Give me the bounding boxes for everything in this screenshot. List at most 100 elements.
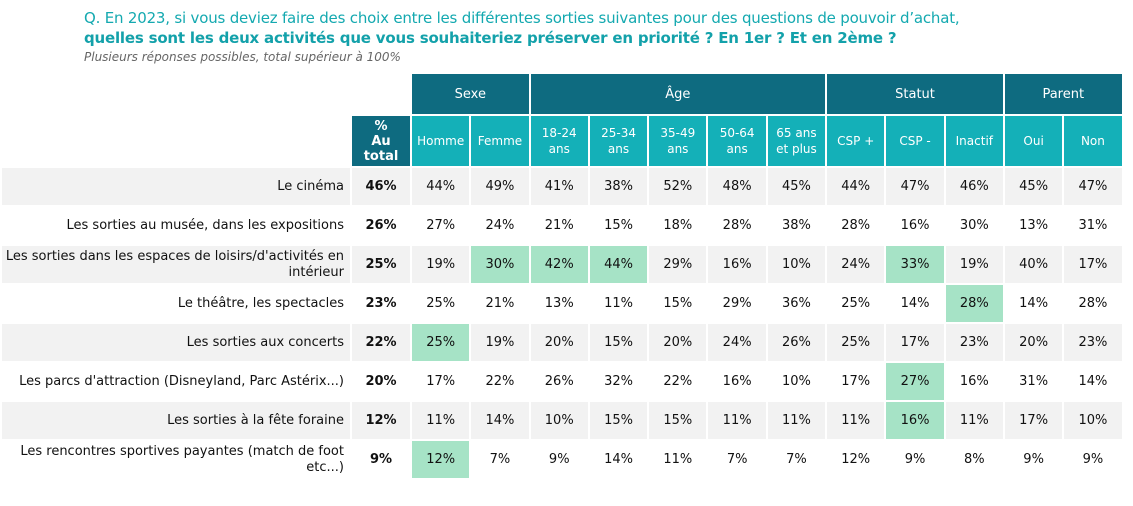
table-row: Les sorties à la fête foraine 12% 11% 14% 10… bbox=[0, 400, 1124, 441]
cell-value: 24% bbox=[825, 244, 887, 285]
column-header: Non bbox=[1062, 114, 1124, 168]
results-table: Sexe Âge Statut Parent % Au total Homme Fe… bbox=[0, 72, 1124, 480]
cell-value: 29% bbox=[706, 283, 768, 324]
cell-value: 23% bbox=[1062, 322, 1124, 363]
cell-value: 38% bbox=[765, 205, 828, 246]
cell-value: 32% bbox=[587, 361, 650, 402]
cell-value: 44% bbox=[825, 166, 887, 207]
cell-value: 40% bbox=[1002, 244, 1065, 285]
cell-value: 19% bbox=[409, 244, 472, 285]
cell-value: 11% bbox=[587, 283, 650, 324]
group-parent: Parent bbox=[1002, 72, 1124, 116]
cell-value: 16% bbox=[884, 205, 946, 246]
cell-value: 22% bbox=[647, 361, 709, 402]
column-header: 50-64 ans bbox=[706, 114, 768, 168]
cell-value: 44% bbox=[409, 166, 472, 207]
table-row: Les rencontres sportives payantes (match… bbox=[0, 439, 1124, 480]
cell-value: 33% bbox=[884, 244, 946, 285]
cell-value: 27% bbox=[409, 205, 472, 246]
cell-value: 15% bbox=[647, 400, 709, 441]
cell-value: 14% bbox=[587, 439, 650, 480]
cell-value: 9% bbox=[1062, 439, 1124, 480]
column-header: Oui bbox=[1002, 114, 1065, 168]
group-sexe: Sexe bbox=[410, 72, 531, 116]
table-row: Les sorties au musée, dans les expositio… bbox=[0, 205, 1124, 246]
cell-value: 9% bbox=[884, 439, 946, 480]
column-header: Inactif bbox=[943, 114, 1005, 168]
row-label: Les sorties aux concerts bbox=[0, 322, 352, 363]
row-label: Les sorties au musée, dans les expositio… bbox=[0, 205, 352, 246]
cell-value: 49% bbox=[469, 166, 531, 207]
column-header: 25-34 ans bbox=[587, 114, 650, 168]
note: Plusieurs réponses possibles, total supé… bbox=[84, 50, 401, 64]
table-row: Les sorties aux concerts 22% 25% 19% 20% 15% 2… bbox=[0, 322, 1124, 363]
cell-value: 15% bbox=[587, 322, 650, 363]
column-header: 18-24 ans bbox=[528, 114, 590, 168]
total-value: 26% bbox=[350, 205, 412, 246]
cell-value: 31% bbox=[1002, 361, 1065, 402]
cell-value: 9% bbox=[528, 439, 590, 480]
question: Q. En 2023, si vous deviez faire des cho… bbox=[84, 8, 960, 48]
cell-value: 30% bbox=[469, 244, 531, 285]
column-header: 65 ans et plus bbox=[765, 114, 828, 168]
cell-value: 14% bbox=[1002, 283, 1065, 324]
cell-value: 52% bbox=[647, 166, 709, 207]
cell-value: 48% bbox=[706, 166, 768, 207]
row-label: Les rencontres sportives payantes (match… bbox=[0, 439, 352, 480]
cell-value: 30% bbox=[943, 205, 1005, 246]
cell-value: 36% bbox=[765, 283, 828, 324]
cell-value: 19% bbox=[469, 322, 531, 363]
total-value: 25% bbox=[350, 244, 412, 285]
cell-value: 45% bbox=[1002, 166, 1065, 207]
cell-value: 29% bbox=[647, 244, 709, 285]
cell-value: 24% bbox=[469, 205, 531, 246]
column-header: Femme bbox=[469, 114, 531, 168]
cell-value: 11% bbox=[825, 400, 887, 441]
column-header: CSP - bbox=[884, 114, 946, 168]
cell-value: 9% bbox=[1002, 439, 1065, 480]
table-row: Les sorties dans les espaces de loisirs/… bbox=[0, 244, 1124, 285]
column-header: CSP + bbox=[825, 114, 887, 168]
cell-value: 41% bbox=[528, 166, 590, 207]
total-value: 12% bbox=[350, 400, 412, 441]
cell-value: 23% bbox=[943, 322, 1005, 363]
cell-value: 26% bbox=[528, 361, 590, 402]
cell-value: 19% bbox=[943, 244, 1005, 285]
row-label: Les parcs d'attraction (Disneyland, Parc… bbox=[0, 361, 352, 402]
cell-value: 10% bbox=[1062, 400, 1124, 441]
cell-value: 7% bbox=[765, 439, 828, 480]
cell-value: 42% bbox=[528, 244, 590, 285]
cell-value: 14% bbox=[884, 283, 946, 324]
total-value: 23% bbox=[350, 283, 412, 324]
total-value: 20% bbox=[350, 361, 412, 402]
empty-corner bbox=[351, 73, 411, 115]
cell-value: 11% bbox=[706, 400, 768, 441]
cell-value: 25% bbox=[825, 322, 887, 363]
cell-value: 28% bbox=[706, 205, 768, 246]
cell-value: 20% bbox=[647, 322, 709, 363]
cell-value: 15% bbox=[587, 205, 650, 246]
cell-value: 12% bbox=[409, 439, 472, 480]
total-header: % Au total bbox=[350, 114, 412, 168]
cell-value: 13% bbox=[528, 283, 590, 324]
group-statut: Statut bbox=[825, 72, 1005, 116]
cell-value: 11% bbox=[943, 400, 1005, 441]
row-label: Le cinéma bbox=[0, 166, 352, 207]
row-label: Les sorties à la fête foraine bbox=[0, 400, 352, 441]
row-label: Les sorties dans les espaces de loisirs/… bbox=[0, 244, 352, 285]
cell-value: 11% bbox=[409, 400, 472, 441]
cell-value: 7% bbox=[469, 439, 531, 480]
cell-value: 17% bbox=[409, 361, 472, 402]
cell-value: 24% bbox=[706, 322, 768, 363]
cell-value: 10% bbox=[765, 244, 828, 285]
cell-value: 25% bbox=[825, 283, 887, 324]
empty-corner bbox=[1, 73, 351, 115]
cell-value: 11% bbox=[647, 439, 709, 480]
cell-value: 31% bbox=[1062, 205, 1124, 246]
cell-value: 11% bbox=[765, 400, 828, 441]
table-row: Le cinéma 46% 44% 49% 41% 38% 52% 48% 45% 44% 47% 4… bbox=[0, 166, 1124, 207]
cell-value: 14% bbox=[469, 400, 531, 441]
cell-value: 17% bbox=[825, 361, 887, 402]
cell-value: 28% bbox=[825, 205, 887, 246]
total-value: 46% bbox=[350, 166, 412, 207]
